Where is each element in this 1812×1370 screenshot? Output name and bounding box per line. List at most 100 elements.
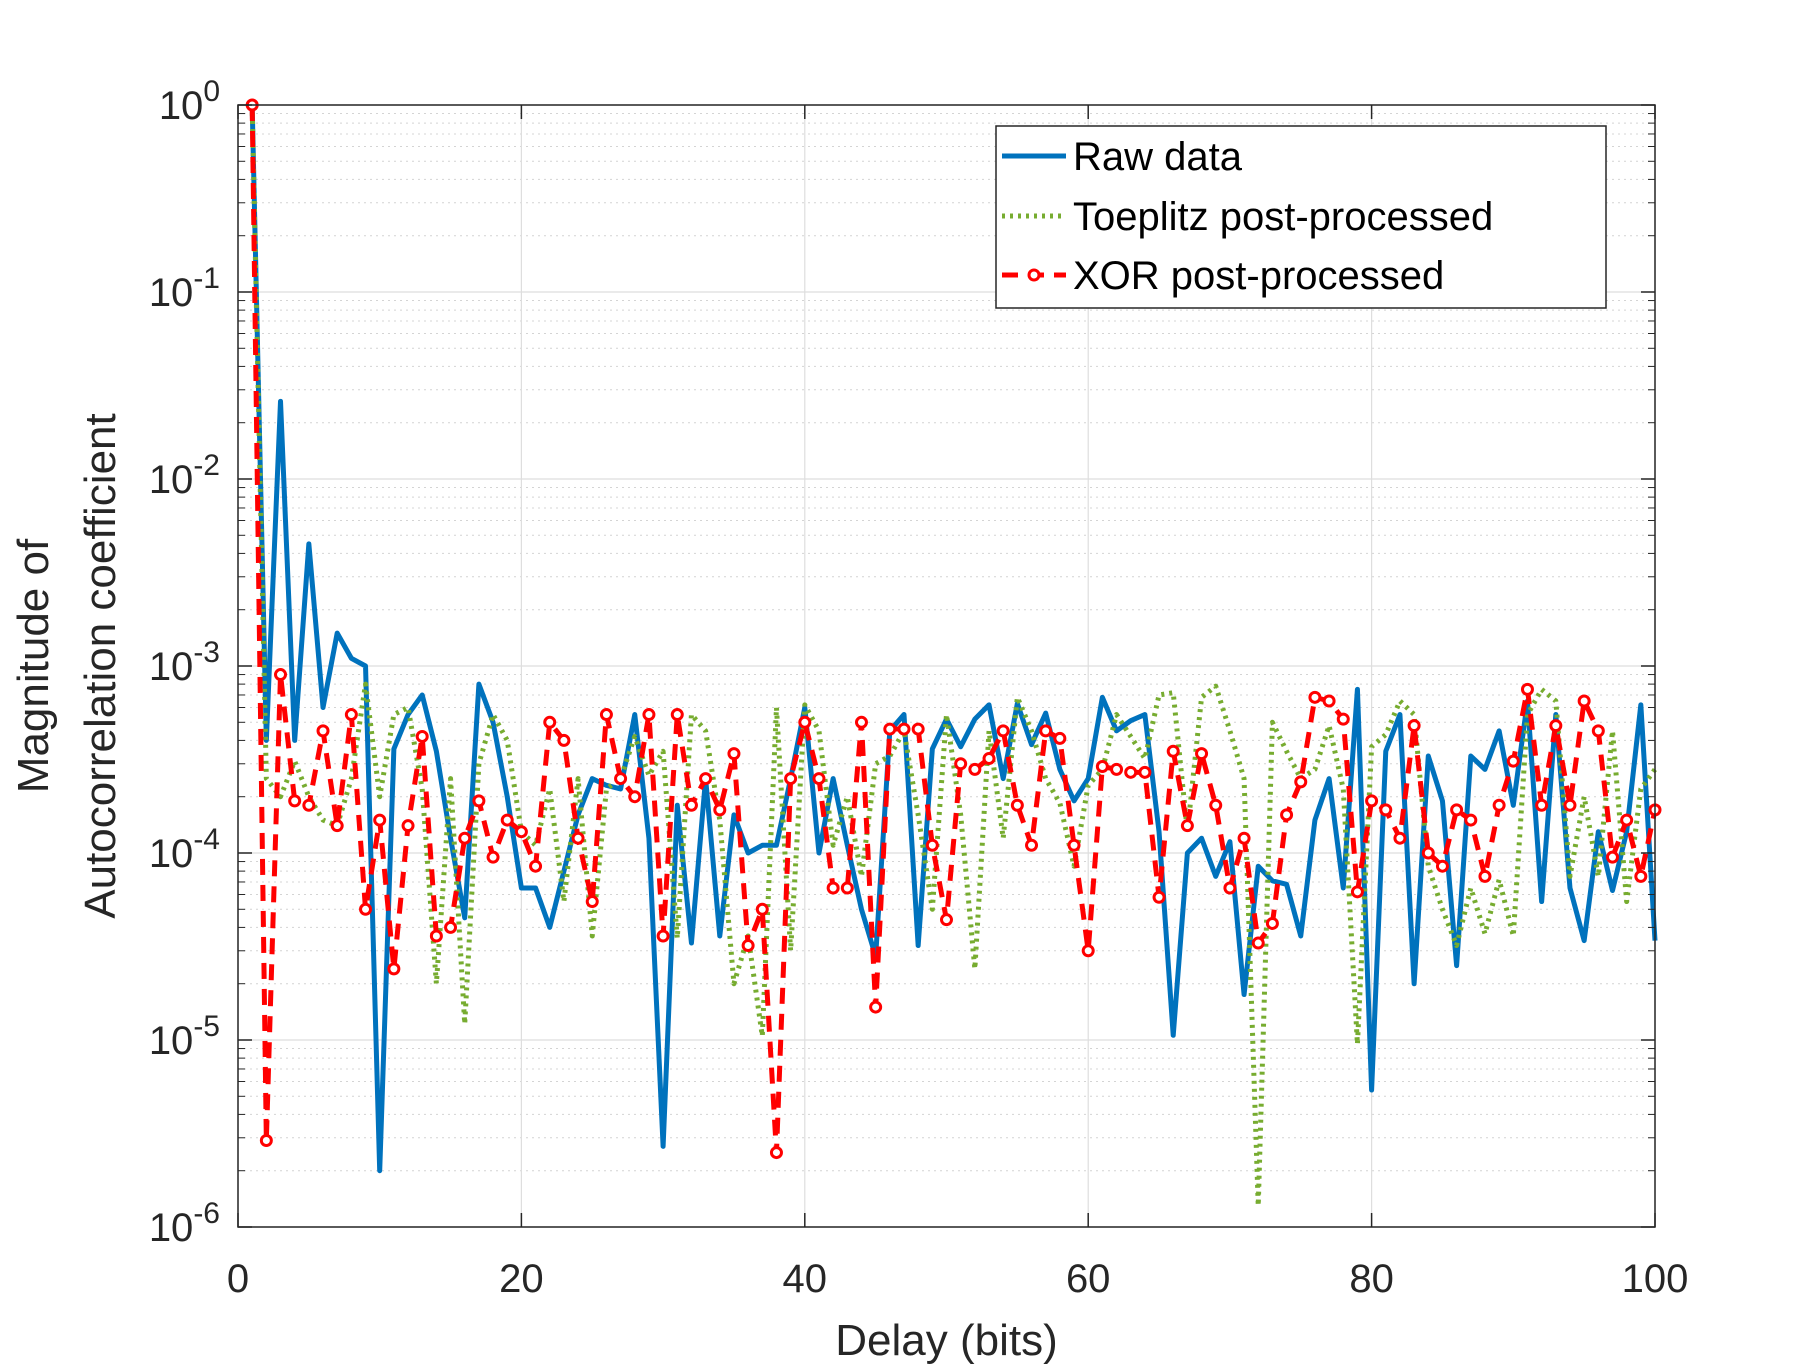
series-point-2 <box>1265 916 1279 930</box>
series-point-2 <box>1520 682 1534 696</box>
series-point-2 <box>1209 798 1223 812</box>
legend-box <box>995 125 1607 309</box>
series-point-2 <box>458 831 472 845</box>
series-point-2 <box>1549 719 1563 733</box>
series-point-2 <box>656 929 670 943</box>
series-point-2 <box>429 929 443 943</box>
series-point-2 <box>1095 760 1109 774</box>
series-point-2 <box>1435 859 1449 873</box>
series-point-2 <box>1563 798 1577 812</box>
series-point-2 <box>628 790 642 804</box>
axes-box <box>237 104 1656 1228</box>
series-point-2 <box>1634 869 1648 883</box>
series-point-2 <box>1379 803 1393 817</box>
series-layer <box>245 98 1662 1209</box>
series-point-2 <box>968 762 982 776</box>
y-tick-label: 10-2 <box>149 449 220 502</box>
series-point-2 <box>684 798 698 812</box>
series-point-2 <box>1620 813 1634 827</box>
x-tick-label: 20 <box>499 1257 544 1301</box>
series-point-2 <box>1605 850 1619 864</box>
series-point-2 <box>557 733 571 747</box>
series-point-2 <box>1350 885 1364 899</box>
series-point-2 <box>670 708 684 722</box>
series-point-2 <box>911 722 925 736</box>
x-tick-label: 40 <box>783 1257 828 1301</box>
series-point-2 <box>472 794 486 808</box>
y-tick-label: 10-5 <box>149 1010 220 1063</box>
y-tick-label: 10-4 <box>149 823 220 876</box>
series-point-2 <box>288 794 302 808</box>
series-point-2 <box>1577 694 1591 708</box>
series-point-2 <box>1393 831 1407 845</box>
series-point-2 <box>1365 794 1379 808</box>
series-point-2 <box>1294 775 1308 789</box>
x-tick-label: 80 <box>1349 1257 1394 1301</box>
series-point-2 <box>1110 762 1124 776</box>
series-point-2 <box>571 831 585 845</box>
legend-label-raw-data: Raw data <box>1073 135 1243 179</box>
series-point-2 <box>897 722 911 736</box>
series-point-2 <box>543 715 557 729</box>
series-point-2 <box>1407 719 1421 733</box>
series-point-2 <box>1450 803 1464 817</box>
legend-label-toeplitz: Toeplitz post-processed <box>1073 195 1493 239</box>
y-tick-label: 10-3 <box>149 636 220 689</box>
series-point-2 <box>344 708 358 722</box>
series-point-2 <box>854 715 868 729</box>
series-point-2 <box>1039 724 1053 738</box>
series-point-2 <box>1251 936 1265 950</box>
series-point-2 <box>274 668 288 682</box>
series-point-2 <box>642 708 656 722</box>
axes-layer <box>237 104 1656 1228</box>
x-axis-title: Delay (bits) <box>835 1316 1058 1365</box>
y-tick-label: 10-1 <box>149 262 220 315</box>
series-point-2 <box>259 1134 273 1148</box>
series-point-2 <box>614 772 628 786</box>
series-point-2 <box>316 724 330 738</box>
series-point-2 <box>1025 838 1039 852</box>
series-point-2 <box>1124 765 1138 779</box>
series-point-2 <box>585 895 599 909</box>
series-point-2 <box>812 772 826 786</box>
series-point-2 <box>1081 944 1095 958</box>
y-tick-label: 100 <box>159 75 220 128</box>
series-point-2 <box>599 708 613 722</box>
series-point-2 <box>1138 765 1152 779</box>
series-point-2 <box>699 772 713 786</box>
series-point-2 <box>1421 846 1435 860</box>
series-point-2 <box>1478 869 1492 883</box>
series-point-2 <box>784 772 798 786</box>
series-point-2 <box>925 838 939 852</box>
series-point-2 <box>1280 808 1294 822</box>
series-point-2 <box>883 722 897 736</box>
series-point-2 <box>1336 712 1350 726</box>
series-point-2 <box>401 819 415 833</box>
series-point-2 <box>1067 838 1081 852</box>
series-point-2 <box>529 859 543 873</box>
series-point-2 <box>444 920 458 934</box>
series-point-2 <box>1053 731 1067 745</box>
series-point-2 <box>940 913 953 927</box>
series-point-2 <box>996 724 1010 738</box>
series-point-2 <box>1195 747 1209 761</box>
legend-label-xor: XOR post-processed <box>1073 254 1444 298</box>
series-point-2 <box>1591 724 1605 738</box>
series-line-0 <box>249 104 1658 1174</box>
series-point-2 <box>713 803 727 817</box>
series-point-2 <box>373 813 387 827</box>
series-point-2 <box>1180 819 1194 833</box>
series-point-2 <box>1506 754 1520 768</box>
series-point-2 <box>302 798 316 812</box>
series-point-2 <box>1464 813 1478 827</box>
series-point-2 <box>840 881 854 895</box>
series-point-2 <box>755 902 769 916</box>
legend: Raw data Toeplitz post-processed XOR pos… <box>995 125 1607 309</box>
series-point-2 <box>798 715 812 729</box>
series-point-2 <box>1166 744 1180 758</box>
series-point-2 <box>826 881 840 895</box>
series-point-2 <box>330 819 344 833</box>
series-point-2 <box>500 813 514 827</box>
